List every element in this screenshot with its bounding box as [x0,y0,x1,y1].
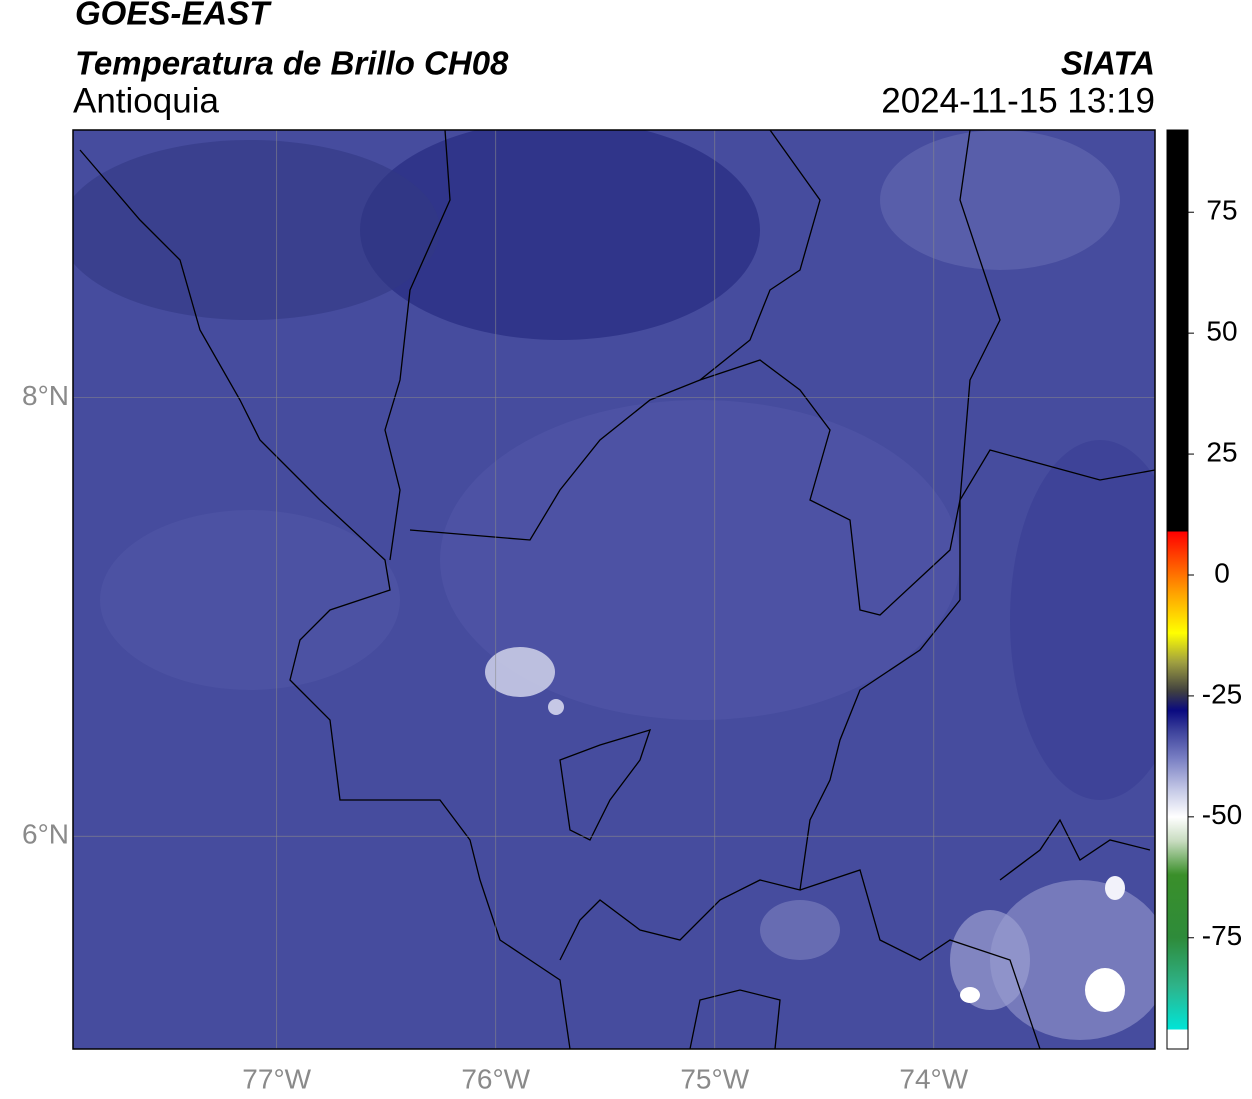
source: SIATA [1061,45,1155,82]
border [689,989,781,1049]
y-tick-label: 6°N [22,819,69,850]
border [999,818,1151,881]
border [384,130,451,561]
colorbar-tick-label: -25 [1202,678,1242,709]
colorbar-tick-label: -50 [1202,799,1242,830]
border [559,729,652,841]
colorbar-tick-label: 75 [1206,195,1237,226]
cloud [485,647,555,697]
colorbar [1166,129,1189,1050]
border [959,449,1155,600]
cloud [950,910,1030,1010]
cold-region [73,140,440,320]
warm-region [100,510,400,690]
colorbar-tick-label: 25 [1206,436,1237,467]
border [559,599,961,961]
y-tick-label: 8°N [22,380,69,411]
cloud [760,900,840,960]
graticule [73,130,1155,1049]
border [699,130,1001,616]
region: Antioquia [73,81,219,120]
x-tick-label: 74°W [899,1063,968,1094]
colorbar-tick-label: -75 [1202,920,1242,951]
colorbar-tick-label: 50 [1206,316,1237,347]
border [79,149,571,1049]
cold-region [1010,440,1155,800]
warm-region [440,400,960,720]
map-field [73,130,1155,1049]
border [799,869,1041,1049]
warm-region [880,130,1120,270]
map-frame [72,129,1156,1050]
x-tick-label: 76°W [461,1063,530,1094]
colorbar-tick-label: 0 [1214,557,1230,588]
cloud [960,987,980,1003]
subtitle: Temperatura de Brillo CH08 [75,45,509,82]
cloud [1105,876,1125,900]
cloud [1085,968,1125,1012]
cold-region [360,130,760,340]
datetime: 2024-11-15 13:19 [881,81,1155,120]
title: GOES-EAST [75,0,272,32]
cloud [548,699,564,715]
x-tick-label: 75°W [680,1063,749,1094]
x-tick-label: 77°W [242,1063,311,1094]
